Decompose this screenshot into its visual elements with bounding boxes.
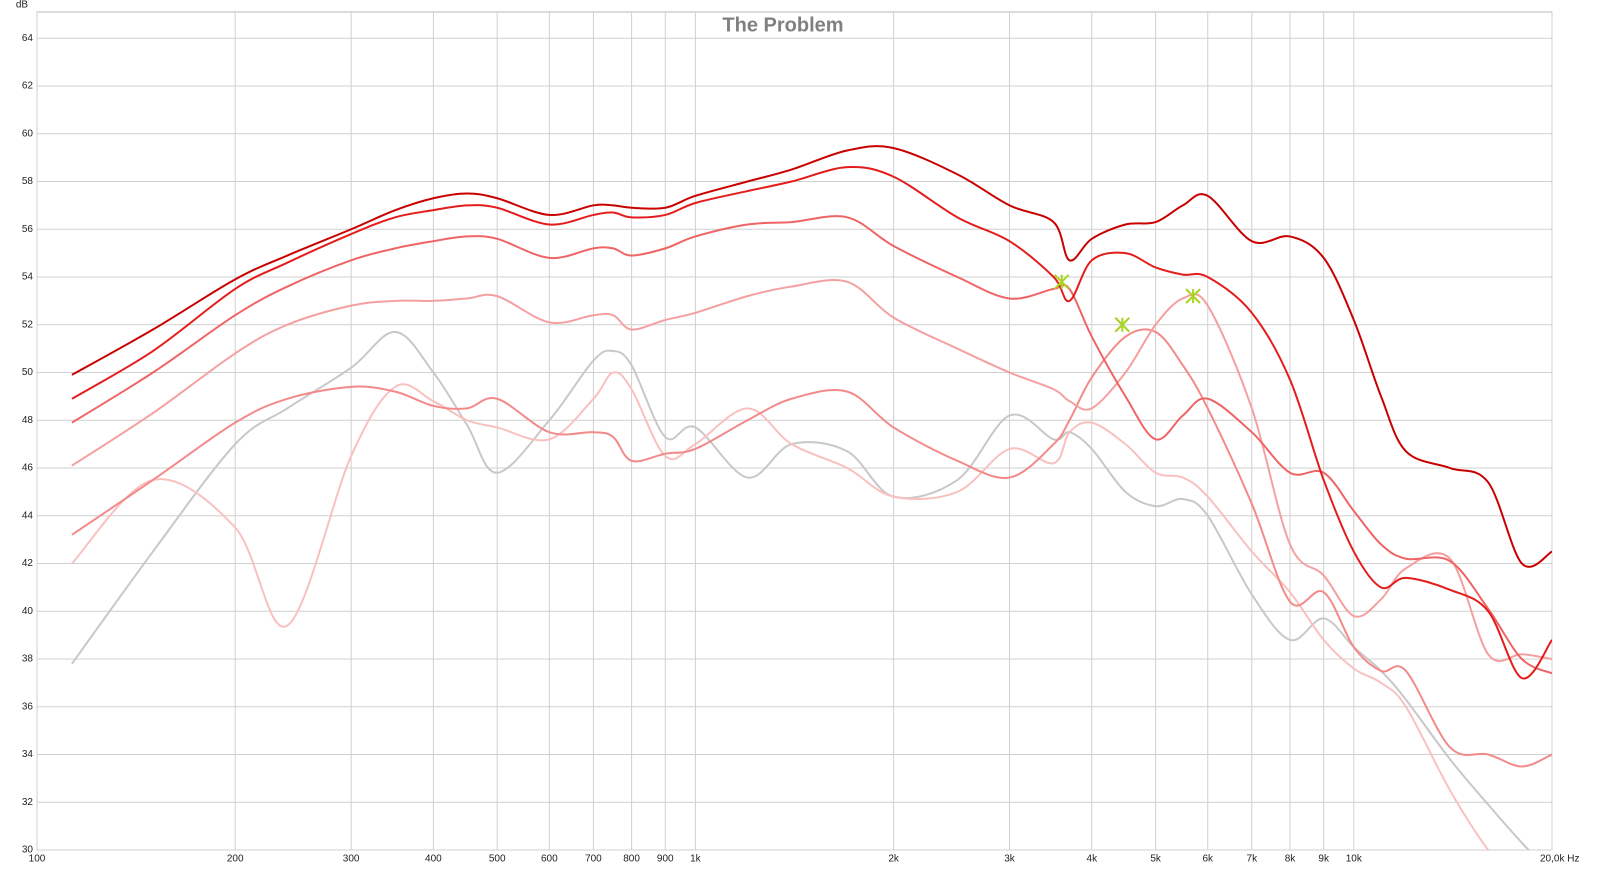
y-tick-label: 32	[22, 797, 34, 808]
response-curve	[71, 328, 1552, 768]
lines	[71, 145, 1552, 850]
x-tick-label: 4k	[1087, 854, 1099, 865]
y-axis-label: dB	[16, 0, 29, 11]
y-tick-label: 64	[22, 33, 34, 44]
marker	[1114, 317, 1130, 333]
response-curve	[71, 145, 1552, 568]
x-tick-label: 800	[623, 854, 640, 865]
response-curve	[71, 166, 1552, 680]
y-tick-label: 56	[22, 224, 34, 235]
y-tick-label: 52	[22, 319, 34, 330]
y-tick-label: 46	[22, 463, 34, 474]
x-tick-label: 2k	[888, 854, 900, 865]
y-tick-label: 42	[22, 558, 34, 569]
x-tick-label: 700	[585, 854, 602, 865]
marker	[1053, 274, 1070, 290]
x-tick-label: 500	[489, 854, 506, 865]
x-tick-label: 8k	[1285, 854, 1297, 865]
x-tick-label: 1k	[690, 854, 702, 865]
x-tick-label: 5k	[1150, 854, 1162, 865]
y-tick-label: 50	[22, 367, 34, 378]
y-tick-label: 34	[22, 749, 34, 760]
marker	[1185, 288, 1201, 304]
y-tick-label: 44	[22, 510, 34, 521]
x-tick-label: 20,0k Hz	[1540, 854, 1579, 865]
x-tick-label: 100	[29, 854, 46, 865]
y-tick-label: 36	[22, 701, 34, 712]
x-tick-label: 200	[227, 854, 244, 865]
x-tick-label: 600	[541, 854, 558, 865]
x-tick-label: 400	[425, 854, 442, 865]
x-tick-label: 10k	[1346, 854, 1363, 865]
x-tick-label: 9k	[1318, 854, 1330, 865]
x-tick-label: 7k	[1247, 854, 1259, 865]
y-tick-label: 38	[22, 654, 34, 665]
x-tick-label: 900	[657, 854, 674, 865]
y-tick-label: 60	[22, 128, 34, 139]
plot-area	[36, 11, 1553, 851]
y-tick-label: 40	[22, 606, 34, 617]
y-tick-label: 58	[22, 176, 34, 187]
chart-title: The Problem	[722, 14, 843, 36]
y-tick-label: 30	[22, 845, 34, 856]
response-curve	[71, 371, 1490, 850]
y-tick-label: 54	[22, 272, 34, 283]
labels: 30 32 34 36 38 40 42 44 46 48 50 52 54 56 58 60 62 64 100 2…	[22, 33, 1580, 865]
x-tick-label: 300	[343, 854, 360, 865]
x-tick-label: 3k	[1004, 854, 1016, 865]
x-tick-label: 6k	[1202, 854, 1214, 865]
y-tick-label: 62	[22, 81, 34, 92]
response-curve	[71, 279, 1552, 663]
response-curve	[71, 215, 1552, 675]
y-tick-label: 48	[22, 415, 34, 426]
